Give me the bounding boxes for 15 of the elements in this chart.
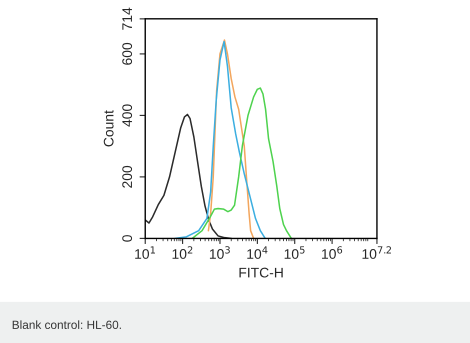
text: Blank control: HL-60. xyxy=(12,320,121,330)
y-tick-label: 714 xyxy=(122,8,132,30)
x-axis-title: FITC-H xyxy=(239,268,283,278)
x-tick-label: 10$^{3}$ xyxy=(210,246,230,259)
y-tick-label: 200 xyxy=(122,166,132,188)
x-tick-label: 10$^{2}$ xyxy=(172,246,192,259)
y-tick-label: 400 xyxy=(122,104,132,127)
x-tick-label: 10$^{5}$ xyxy=(284,246,305,259)
y-tick-label: 600 xyxy=(122,42,132,65)
x-tick-label: 10$^{6}$ xyxy=(322,246,342,259)
y-axis-title: Count xyxy=(104,110,114,146)
x-tick-label: 10$^{1}$ xyxy=(135,246,155,259)
x-tick-label: 10$^{4}$ xyxy=(247,246,268,259)
x-tick-label: 10$^{7.2}$ xyxy=(362,246,391,259)
y-tick-label: 0 xyxy=(122,235,132,242)
